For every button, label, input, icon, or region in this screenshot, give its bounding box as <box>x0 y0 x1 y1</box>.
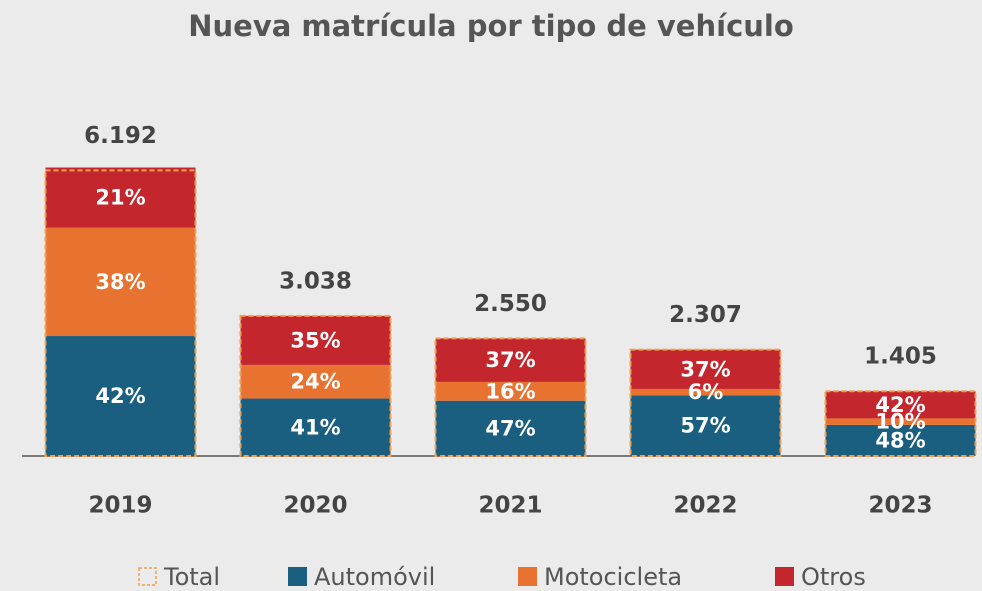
segment-label: 16% <box>485 379 535 403</box>
segment-label: 47% <box>485 416 535 440</box>
total-label: 2.307 <box>669 302 742 328</box>
legend-swatch <box>775 567 794 586</box>
segment-label: 6% <box>688 380 724 404</box>
legend-swatch <box>518 567 537 586</box>
legend-label: Motocicleta <box>544 563 682 591</box>
total-label: 3.038 <box>279 268 352 294</box>
segment-label: 42% <box>875 393 925 417</box>
bar-segment <box>825 391 976 419</box>
legend-swatch <box>138 567 157 586</box>
legend-label: Total <box>163 563 220 591</box>
legend-label: Otros <box>801 563 866 591</box>
segment-label: 21% <box>95 186 145 210</box>
segment-label: 37% <box>680 357 730 381</box>
segment-label: 48% <box>875 428 925 452</box>
segment-label: 35% <box>290 328 340 352</box>
bar-segment <box>240 398 391 456</box>
x-tick-label: 2019 <box>88 493 152 519</box>
total-label: 2.550 <box>474 291 547 317</box>
bar-segment <box>435 381 586 401</box>
total-outline <box>629 348 782 457</box>
legend-swatch <box>288 567 307 586</box>
total-outline <box>239 314 392 457</box>
bar-segment <box>630 395 781 456</box>
bar-segment <box>45 167 196 228</box>
total-outline <box>434 337 587 458</box>
bar-segment <box>435 400 586 456</box>
bar-segment <box>45 336 196 456</box>
segment-label: 38% <box>95 270 145 294</box>
bar-segment <box>45 227 196 337</box>
segment-label: 41% <box>290 415 340 439</box>
total-label: 6.192 <box>84 123 157 149</box>
segment-label: 37% <box>485 348 535 372</box>
bar-segment <box>435 338 586 382</box>
segment-label: 57% <box>680 414 730 438</box>
segment-label: 10% <box>875 410 925 434</box>
total-outline <box>44 169 197 458</box>
bar-segment <box>240 364 391 399</box>
legend-label: Automóvil <box>314 563 435 591</box>
chart-title: Nueva matrícula por tipo de vehículo <box>188 9 794 43</box>
x-tick-label: 2022 <box>673 493 737 519</box>
total-outline <box>824 390 977 458</box>
total-label: 1.405 <box>864 344 937 370</box>
bar-segment <box>825 418 976 425</box>
segment-label: 42% <box>95 384 145 408</box>
x-tick-label: 2021 <box>478 493 542 519</box>
bar-segment <box>630 388 781 396</box>
segment-label: 24% <box>290 370 340 394</box>
bar-segment <box>825 424 976 456</box>
bar-segment <box>240 315 391 365</box>
bar-segment <box>630 349 781 389</box>
x-tick-label: 2023 <box>868 493 932 519</box>
x-tick-label: 2020 <box>283 493 347 519</box>
